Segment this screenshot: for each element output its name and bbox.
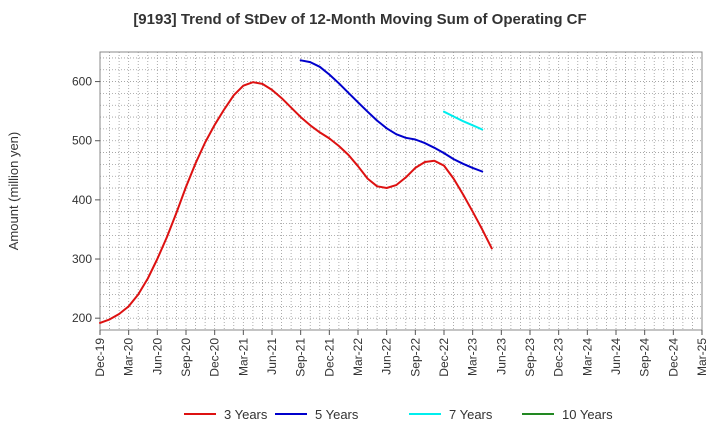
x-tick-label: Mar-23	[466, 338, 480, 376]
x-tick-label: Dec-22	[437, 338, 451, 377]
x-tick-label: Dec-23	[552, 338, 566, 377]
x-tick-label: Mar-21	[236, 338, 250, 376]
x-tick-label: Mar-22	[351, 338, 365, 376]
x-tick-label: Dec-24	[666, 338, 680, 377]
series-layer	[99, 59, 493, 324]
x-tick-label: Jun-20	[150, 338, 164, 375]
x-tick-label: Sep-23	[523, 338, 537, 377]
x-tick-label: Jun-23	[494, 338, 508, 375]
plot-frame	[99, 51, 703, 331]
x-axis: Dec-19 Mar-20 Jun-20 Sep-20 Dec-20 Mar-21 Jun-…	[93, 330, 709, 377]
x-tick-label: Jun-21	[265, 338, 279, 375]
x-tick-label: Jun-22	[380, 338, 394, 375]
y-tick-label: 200	[72, 311, 92, 325]
series-line-5-years	[299, 59, 484, 173]
y-tick-label: 600	[72, 75, 92, 89]
legend-label: 5 Years	[315, 407, 359, 422]
x-tick-label: Dec-20	[208, 338, 222, 377]
x-tick-label: Mar-20	[122, 338, 136, 376]
x-tick-label: Sep-22	[408, 338, 422, 377]
x-tick-label: Dec-21	[322, 338, 336, 377]
x-tick-label: Dec-19	[93, 338, 107, 377]
y-axis-label: Amount (million yen)	[6, 132, 21, 251]
y-axis: 200 300 400 500 600	[72, 75, 100, 325]
series-line-7-years	[443, 110, 484, 131]
y-tick-label: 400	[72, 193, 92, 207]
legend-label: 3 Years	[224, 407, 268, 422]
x-tick-label: Sep-24	[638, 338, 652, 377]
x-tick-label: Mar-25	[695, 338, 709, 376]
grid-layer	[100, 52, 702, 330]
y-tick-label: 300	[72, 252, 92, 266]
x-tick-label: Sep-20	[179, 338, 193, 377]
y-tick-label: 500	[72, 134, 92, 148]
legend-label: 7 Years	[449, 407, 493, 422]
plot-area	[100, 52, 702, 330]
legend: 3 Years 5 Years 7 Years 10 Years	[184, 407, 613, 422]
series-line-3-years	[99, 81, 493, 324]
x-tick-label: Sep-21	[294, 338, 308, 377]
chart-title: [9193] Trend of StDev of 12-Month Moving…	[133, 11, 586, 28]
x-tick-label: Jun-24	[609, 338, 623, 375]
legend-label: 10 Years	[562, 407, 613, 422]
x-tick-label: Mar-24	[580, 338, 594, 376]
